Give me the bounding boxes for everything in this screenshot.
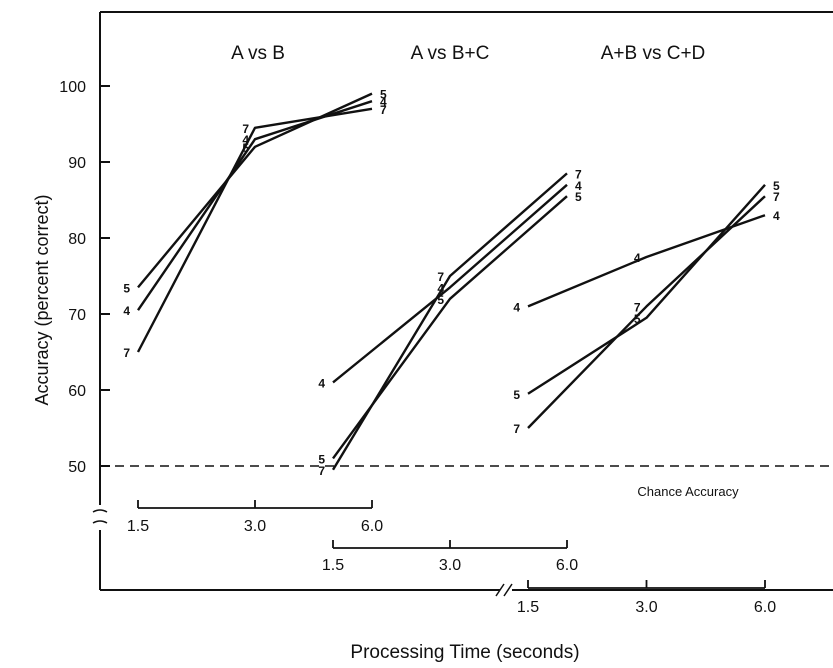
point-label-5: 5 bbox=[513, 388, 520, 402]
point-label-5: 5 bbox=[318, 452, 325, 466]
point-label-4: 4 bbox=[513, 300, 520, 314]
x-scale-tick-label: 1.5 bbox=[322, 557, 344, 574]
series-line-5 bbox=[137, 92, 373, 289]
point-label-7: 7 bbox=[634, 300, 641, 314]
y-tick-label: 90 bbox=[68, 155, 86, 172]
chance-accuracy-label: Chance Accuracy bbox=[637, 484, 739, 499]
point-label-4: 4 bbox=[437, 281, 444, 295]
series-line-7 bbox=[527, 195, 766, 429]
point-label-5: 5 bbox=[242, 141, 249, 155]
y-tick-label: 100 bbox=[59, 79, 86, 96]
series-line-5 bbox=[332, 195, 568, 460]
y-tick-label: 60 bbox=[68, 383, 86, 400]
point-label-7: 7 bbox=[773, 190, 780, 204]
point-label-4: 4 bbox=[773, 209, 780, 223]
point-label-5: 5 bbox=[773, 179, 780, 193]
x-scale-tick-label: 3.0 bbox=[439, 557, 461, 574]
point-label-5: 5 bbox=[380, 88, 387, 102]
x-scale-tick-label: 1.5 bbox=[517, 599, 539, 616]
point-label-4: 4 bbox=[123, 304, 130, 318]
point-label-7: 7 bbox=[242, 122, 249, 136]
point-label-4: 4 bbox=[575, 179, 582, 193]
x-scale-tick-label: 1.5 bbox=[127, 518, 149, 535]
y-axis-break bbox=[92, 509, 108, 524]
point-label-4: 4 bbox=[380, 95, 387, 109]
point-label-5: 5 bbox=[437, 293, 444, 307]
y-tick-label: 50 bbox=[68, 459, 86, 476]
x-scale-tick-label: 6.0 bbox=[556, 557, 578, 574]
series-line-7 bbox=[331, 172, 568, 471]
point-label-5: 5 bbox=[575, 190, 582, 204]
y-axis-label: Accuracy (percent correct) bbox=[32, 194, 52, 405]
point-label-7: 7 bbox=[380, 103, 387, 117]
point-label-7: 7 bbox=[123, 346, 130, 360]
series-line-4 bbox=[332, 183, 568, 384]
panel-title: A vs B+C bbox=[411, 43, 490, 64]
x-axis-label: Processing Time (seconds) bbox=[350, 642, 579, 663]
point-label-7: 7 bbox=[575, 167, 582, 181]
x-axis-break bbox=[495, 583, 513, 597]
x-scale-tick-label: 3.0 bbox=[244, 518, 266, 535]
y-tick-label: 80 bbox=[68, 231, 86, 248]
x-scales: 1.5 3.0 6.0 1.5 3.0 6.0 1.5 3.0 6.0 bbox=[127, 500, 776, 616]
x-scale-tick-label: 6.0 bbox=[754, 599, 776, 616]
panel-title: A+B vs C+D bbox=[601, 43, 706, 64]
series-lines bbox=[136, 92, 766, 471]
series-line-7 bbox=[136, 107, 373, 353]
y-tick-label: 70 bbox=[68, 307, 86, 324]
point-label-4: 4 bbox=[318, 376, 325, 390]
series-line-5 bbox=[527, 184, 766, 395]
axes: 50 60 70 80 90 100 bbox=[59, 11, 833, 597]
point-label-5: 5 bbox=[123, 281, 130, 295]
point-label-7: 7 bbox=[437, 270, 444, 284]
panel-title: A vs B bbox=[231, 43, 285, 64]
panel-titles: A vs B A vs B+C A+B vs C+D bbox=[231, 43, 705, 64]
series-line-4 bbox=[137, 100, 373, 311]
x-scale-tick-label: 3.0 bbox=[635, 599, 657, 616]
point-label-4: 4 bbox=[634, 251, 641, 265]
point-label-4: 4 bbox=[242, 133, 249, 147]
point-label-7: 7 bbox=[513, 422, 520, 436]
point-label-7: 7 bbox=[318, 464, 325, 478]
point-label-5: 5 bbox=[634, 312, 641, 326]
x-scale-tick-label: 6.0 bbox=[361, 518, 383, 535]
